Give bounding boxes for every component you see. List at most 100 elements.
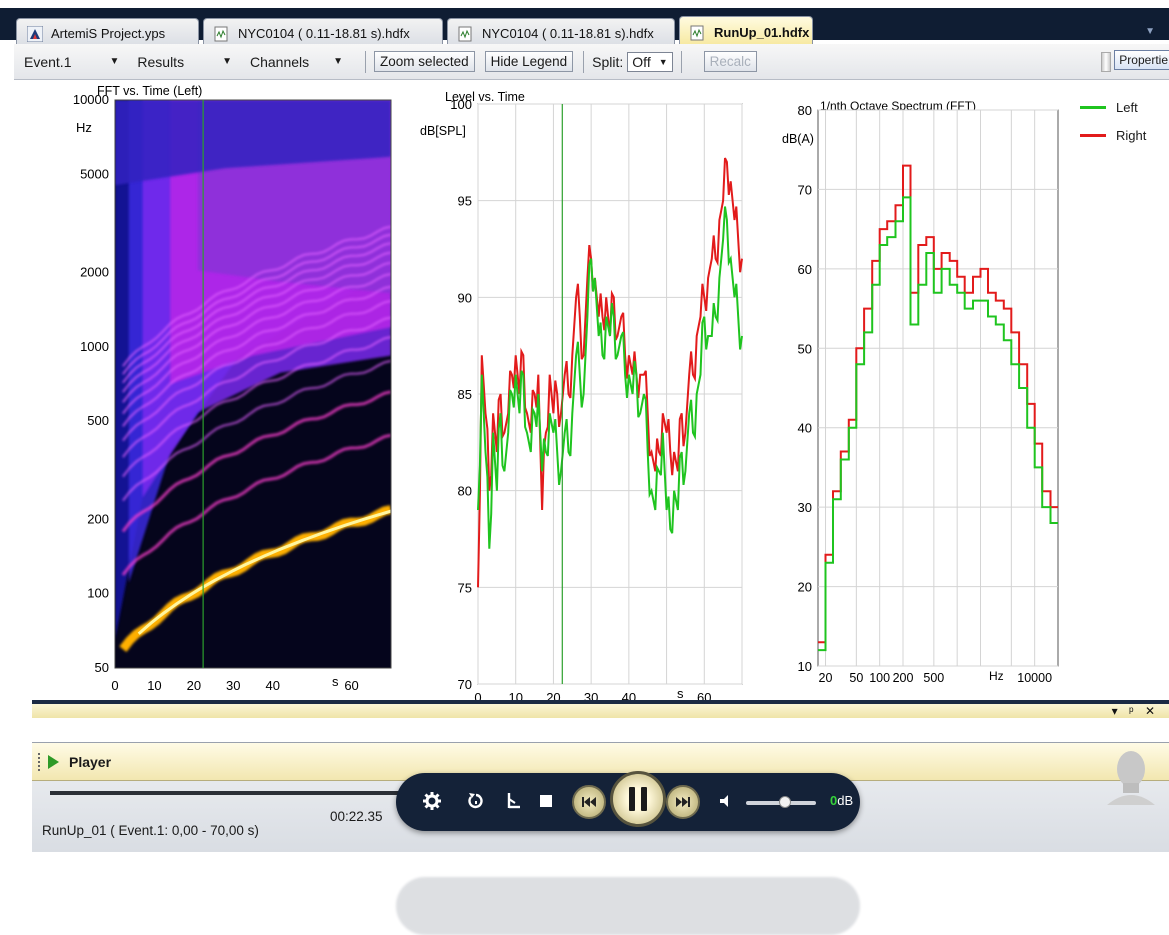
octave-y-tick-label: 30 bbox=[798, 500, 812, 515]
pause-icon bbox=[629, 787, 635, 811]
split-value: Off bbox=[632, 53, 651, 70]
split-select[interactable]: Off ▼ bbox=[627, 51, 673, 72]
level-x-tick-label: 0 bbox=[474, 690, 481, 700]
results-menu-label: Results bbox=[137, 53, 185, 70]
zoom-selected-button[interactable]: Zoom selected bbox=[374, 51, 475, 72]
octave-y-tick-label: 80 bbox=[798, 103, 812, 118]
fft-x-tick-label: 30 bbox=[226, 678, 240, 693]
level-x-tick-label: 30 bbox=[584, 690, 598, 700]
event-menu[interactable]: Event.1 ▼ bbox=[24, 54, 119, 70]
loop-icon[interactable] bbox=[466, 791, 486, 811]
fft-x-tick-label: 10 bbox=[147, 678, 161, 693]
octave-y-tick-label: 20 bbox=[798, 580, 812, 595]
fft-y-tick-label: 200 bbox=[87, 511, 109, 526]
harmonic-order-line bbox=[122, 273, 391, 415]
stop-icon[interactable] bbox=[540, 795, 552, 807]
level-y-tick-label: 80 bbox=[458, 484, 472, 499]
pin-icon[interactable]: ᵖ bbox=[1129, 704, 1134, 718]
octave-x-tick-label: 10000 bbox=[1017, 671, 1052, 685]
settings-gear-icon[interactable] bbox=[422, 791, 442, 811]
chart-workspace: FFT vs. Time (Left) Hz 50 100 200 500 1000 20… bbox=[32, 80, 1169, 700]
tab-label: RunUp_01.hdfx bbox=[714, 25, 810, 40]
panel-dock-bar: ▾ ᵖ ✕ bbox=[32, 700, 1169, 718]
octave-x-tick-label: 500 bbox=[923, 671, 944, 685]
fft-y-tick-label: 2000 bbox=[80, 265, 109, 280]
data-file-icon bbox=[458, 26, 472, 41]
tab-label: NYC0104 ( 0.11-18.81 s).hdfx bbox=[482, 26, 654, 41]
harmonic-order-line bbox=[122, 285, 391, 427]
level-x-tick-label: 40 bbox=[622, 690, 636, 700]
fft-x-tick-label: 20 bbox=[187, 678, 201, 693]
level-series-left bbox=[477, 206, 743, 549]
tab-artemis-project[interactable]: ArtemiS Project.yps bbox=[16, 18, 199, 48]
fft-vs-time-chart[interactable]: FFT vs. Time (Left) Hz 50100200500100020… bbox=[73, 84, 397, 700]
chart-legend: Left Right bbox=[1080, 100, 1146, 156]
harmonic-order-line bbox=[122, 299, 391, 442]
octave-y-tick-label: 50 bbox=[798, 341, 812, 356]
skip-back-icon bbox=[582, 797, 596, 807]
volume-slider-handle[interactable] bbox=[779, 796, 791, 808]
octave-spectrum-chart[interactable]: 1/nth Octave Spectrum (FFT) dB(A) 102030… bbox=[782, 99, 1059, 685]
recalc-button[interactable]: Recalc bbox=[703, 51, 757, 72]
speaker-icon[interactable] bbox=[718, 793, 734, 809]
level-y-tick-label: 95 bbox=[458, 194, 472, 209]
octave-y-tick-label: 70 bbox=[798, 182, 812, 197]
fft-y-axis-label: Hz bbox=[76, 120, 92, 135]
skip-forward-icon bbox=[676, 797, 690, 807]
fft-y-tick-label: 1000 bbox=[80, 339, 109, 354]
results-menu[interactable]: Results ▼ bbox=[137, 54, 232, 70]
fft-x-tick-label: 0 bbox=[111, 678, 118, 693]
properties-button[interactable]: Propertie bbox=[1114, 50, 1169, 70]
data-file-icon bbox=[690, 25, 704, 40]
level-y-tick-label: 75 bbox=[458, 580, 472, 595]
level-x-axis-label: s bbox=[677, 686, 684, 700]
hide-legend-button[interactable]: Hide Legend bbox=[484, 51, 574, 72]
tab-list-dropdown-icon[interactable]: ▼ bbox=[1145, 26, 1155, 37]
level-y-ticks: 70 75 80 85 90 95 100 bbox=[450, 97, 472, 692]
harmonic-order-line bbox=[121, 390, 391, 533]
level-x-tick-label: 60 bbox=[697, 690, 711, 700]
data-file-icon bbox=[214, 26, 228, 41]
tab-runup-01[interactable]: RunUp_01.hdfx bbox=[679, 16, 813, 48]
charts-canvas: FFT vs. Time (Left) Hz 50100200500100020… bbox=[73, 84, 1059, 700]
tab-nyc0104-b[interactable]: NYC0104 ( 0.11-18.81 s).hdfx bbox=[447, 18, 675, 48]
close-icon[interactable]: ✕ bbox=[1144, 704, 1155, 718]
channels-menu[interactable]: Channels ▼ bbox=[250, 54, 343, 70]
legend-label-left: Left bbox=[1116, 100, 1138, 115]
harmonic-order-line bbox=[122, 242, 391, 384]
toolbar-separator bbox=[583, 50, 585, 73]
fft-y-tick-label: 5000 bbox=[80, 166, 109, 181]
drag-grip-icon[interactable] bbox=[38, 752, 42, 771]
legend-swatch-right bbox=[1080, 134, 1106, 137]
dropdown-arrow-icon: ▼ bbox=[222, 56, 232, 67]
marker-icon[interactable] bbox=[504, 791, 524, 811]
legend-swatch-left bbox=[1080, 106, 1106, 109]
dropdown-arrow-icon: ▼ bbox=[333, 56, 344, 67]
pause-button[interactable] bbox=[610, 771, 666, 827]
reflection-transport bbox=[396, 877, 860, 935]
legend-item-right[interactable]: Right bbox=[1080, 128, 1146, 143]
harmonic-order-line bbox=[122, 233, 391, 375]
fft-chart-title: FFT vs. Time (Left) bbox=[97, 84, 202, 98]
channels-menu-label: Channels bbox=[249, 53, 310, 70]
gain-readout: 0dB bbox=[830, 793, 853, 808]
level-y-tick-label: 90 bbox=[458, 290, 472, 305]
level-grid bbox=[477, 103, 743, 685]
octave-grid bbox=[818, 109, 1058, 667]
octave-series-right bbox=[818, 164, 1058, 644]
player-reflection bbox=[32, 856, 1169, 935]
harmonic-order-line bbox=[122, 261, 391, 403]
tab-nyc0104-a[interactable]: NYC0104 ( 0.11-18.81 s).hdfx bbox=[203, 18, 443, 48]
toolbar-grip[interactable] bbox=[1101, 52, 1111, 72]
octave-y-tick-label: 60 bbox=[798, 262, 812, 277]
skip-forward-button[interactable] bbox=[666, 785, 700, 819]
gain-unit: dB bbox=[837, 793, 854, 808]
octave-series-left bbox=[818, 196, 1058, 652]
level-chart-title: Level vs. Time bbox=[445, 90, 525, 104]
fft-y-tick-label: 10000 bbox=[73, 92, 109, 107]
legend-item-left[interactable]: Left bbox=[1080, 100, 1146, 115]
skip-back-button[interactable] bbox=[572, 785, 606, 819]
collapse-dropdown-icon[interactable]: ▾ bbox=[1111, 704, 1118, 718]
artificial-head-icon bbox=[1101, 745, 1161, 808]
